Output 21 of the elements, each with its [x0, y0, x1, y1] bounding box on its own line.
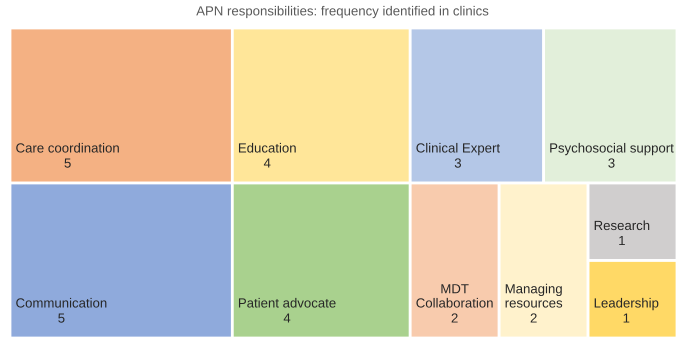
data-label: 3 — [454, 158, 462, 168]
category-label: MDT Collaboration — [416, 284, 493, 308]
data-label: 5 — [64, 158, 71, 168]
category-label: Leadership — [594, 298, 658, 310]
category-label: Care coordination — [16, 142, 119, 153]
text: APN responsibilities: frequency identified in clinics — [196, 6, 488, 18]
category-label: Patient advocate — [238, 298, 336, 308]
category-label: Education — [238, 142, 296, 153]
data-label: 2 — [530, 313, 537, 323]
data-label: 5 — [58, 313, 64, 323]
data-label: 1 — [619, 236, 625, 246]
data-label: 2 — [452, 313, 458, 323]
category-label: Managing resources — [506, 284, 562, 308]
category-label: Clinical Expert — [416, 142, 500, 156]
category-label: Research — [594, 220, 650, 230]
data-label: 3 — [608, 158, 615, 168]
category-label: Psychosocial support — [550, 142, 674, 156]
data-label: 4 — [284, 313, 290, 323]
category-label: Communication — [16, 298, 106, 308]
data-label: 4 — [264, 158, 271, 168]
data-label: 1 — [624, 313, 630, 323]
